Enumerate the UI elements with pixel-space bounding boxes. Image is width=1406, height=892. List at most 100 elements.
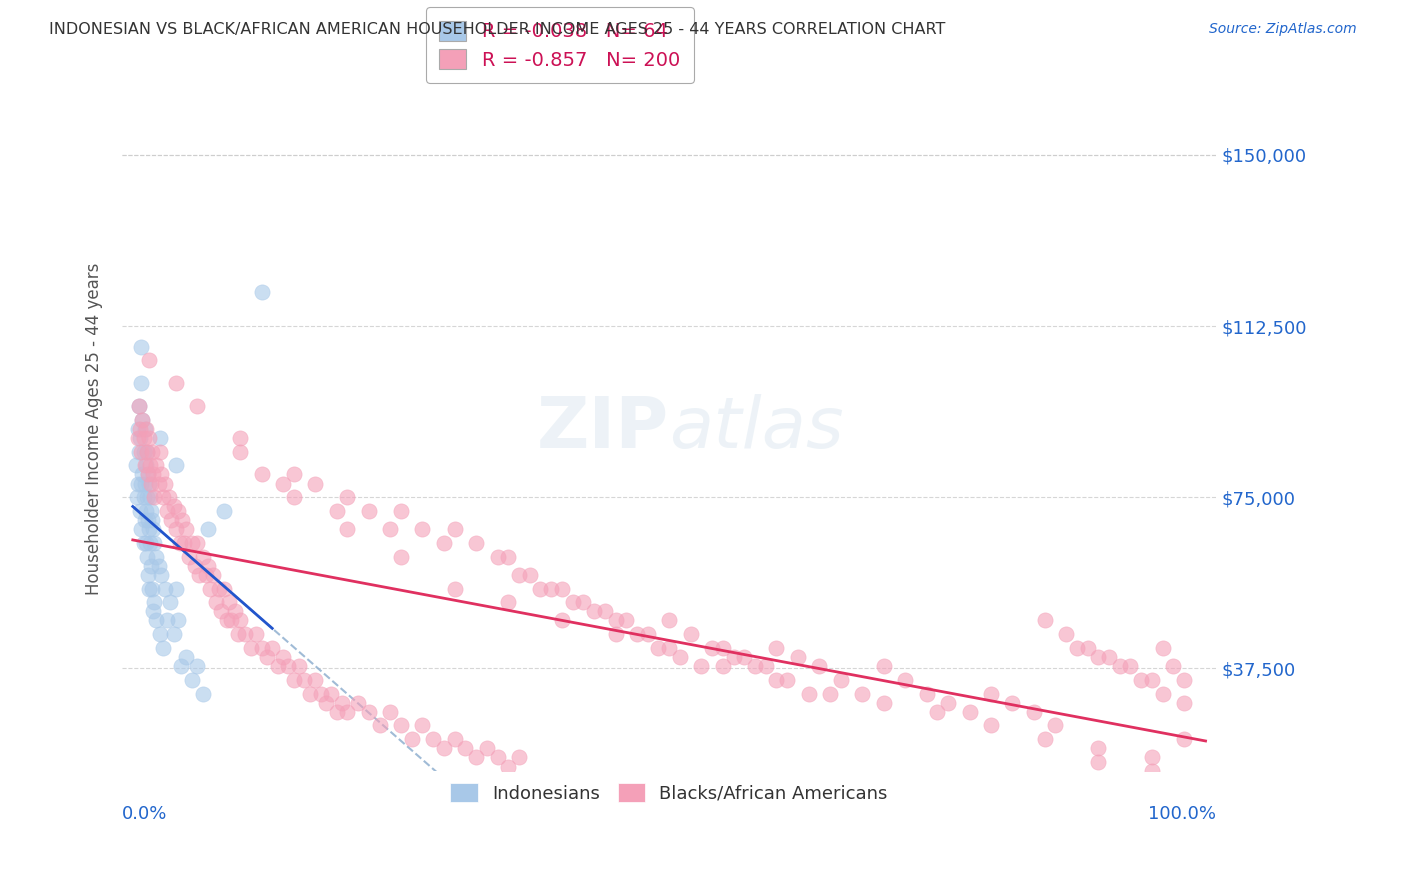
Point	[321, 686, 343, 700]
Point	[690, 659, 713, 673]
Point	[128, 399, 150, 413]
Point	[186, 536, 208, 550]
Text: INDONESIAN VS BLACK/AFRICAN AMERICAN HOUSEHOLDER INCOME AGES 25 - 44 YEARS CORRE: INDONESIAN VS BLACK/AFRICAN AMERICAN HOU…	[49, 22, 946, 37]
Point	[411, 718, 433, 732]
Point	[711, 640, 734, 655]
Point	[153, 476, 176, 491]
Point	[465, 536, 488, 550]
Point	[142, 604, 165, 618]
Point	[212, 504, 235, 518]
Point	[744, 659, 766, 673]
Point	[148, 476, 170, 491]
Point	[733, 650, 755, 665]
Point	[218, 595, 240, 609]
Point	[141, 582, 163, 596]
Point	[131, 340, 153, 354]
Point	[443, 522, 465, 536]
Point	[250, 467, 273, 482]
Point	[202, 567, 225, 582]
Text: ZIP: ZIP	[537, 394, 669, 463]
Point	[205, 595, 228, 609]
Point	[443, 732, 465, 747]
Point	[131, 476, 153, 491]
Point	[304, 476, 326, 491]
Point	[239, 640, 262, 655]
Point	[143, 536, 166, 550]
Point	[197, 558, 219, 573]
Point	[540, 582, 562, 596]
Point	[519, 567, 541, 582]
Point	[1087, 755, 1109, 769]
Point	[142, 522, 165, 536]
Point	[134, 513, 156, 527]
Point	[357, 705, 380, 719]
Point	[679, 627, 702, 641]
Point	[143, 490, 166, 504]
Point	[197, 522, 219, 536]
Point	[136, 513, 159, 527]
Point	[176, 522, 198, 536]
Point	[177, 549, 200, 564]
Point	[170, 659, 193, 673]
Point	[131, 412, 153, 426]
Point	[818, 686, 841, 700]
Point	[465, 750, 488, 764]
Text: 0.0%: 0.0%	[122, 805, 167, 823]
Point	[221, 614, 243, 628]
Point	[149, 467, 172, 482]
Point	[309, 686, 332, 700]
Point	[226, 627, 249, 641]
Point	[256, 650, 278, 665]
Point	[529, 582, 551, 596]
Point	[169, 536, 191, 550]
Point	[894, 673, 917, 687]
Point	[135, 444, 157, 458]
Point	[250, 640, 273, 655]
Point	[486, 549, 509, 564]
Text: Source: ZipAtlas.com: Source: ZipAtlas.com	[1209, 22, 1357, 37]
Point	[1108, 659, 1130, 673]
Point	[143, 595, 166, 609]
Point	[129, 504, 152, 518]
Point	[127, 476, 149, 491]
Point	[700, 640, 723, 655]
Point	[647, 640, 669, 655]
Point	[127, 431, 149, 445]
Point	[250, 285, 273, 299]
Point	[172, 513, 194, 527]
Point	[229, 444, 252, 458]
Point	[277, 659, 299, 673]
Point	[271, 476, 294, 491]
Point	[157, 490, 180, 504]
Point	[135, 536, 157, 550]
Point	[304, 673, 326, 687]
Point	[176, 650, 198, 665]
Point	[191, 549, 214, 564]
Point	[508, 567, 530, 582]
Point	[134, 422, 156, 436]
Point	[135, 458, 157, 473]
Point	[160, 513, 183, 527]
Point	[1087, 650, 1109, 665]
Point	[132, 444, 155, 458]
Point	[496, 759, 519, 773]
Point	[336, 705, 359, 719]
Point	[131, 376, 153, 390]
Point	[389, 718, 412, 732]
Point	[207, 582, 229, 596]
Point	[145, 614, 167, 628]
Point	[156, 614, 179, 628]
Point	[148, 558, 170, 573]
Point	[298, 686, 321, 700]
Point	[330, 696, 353, 710]
Point	[180, 673, 202, 687]
Point	[135, 490, 157, 504]
Point	[1173, 732, 1195, 747]
Point	[347, 696, 370, 710]
Point	[669, 650, 692, 665]
Point	[149, 567, 172, 582]
Point	[186, 399, 208, 413]
Point	[149, 431, 172, 445]
Point	[128, 444, 150, 458]
Point	[138, 353, 160, 368]
